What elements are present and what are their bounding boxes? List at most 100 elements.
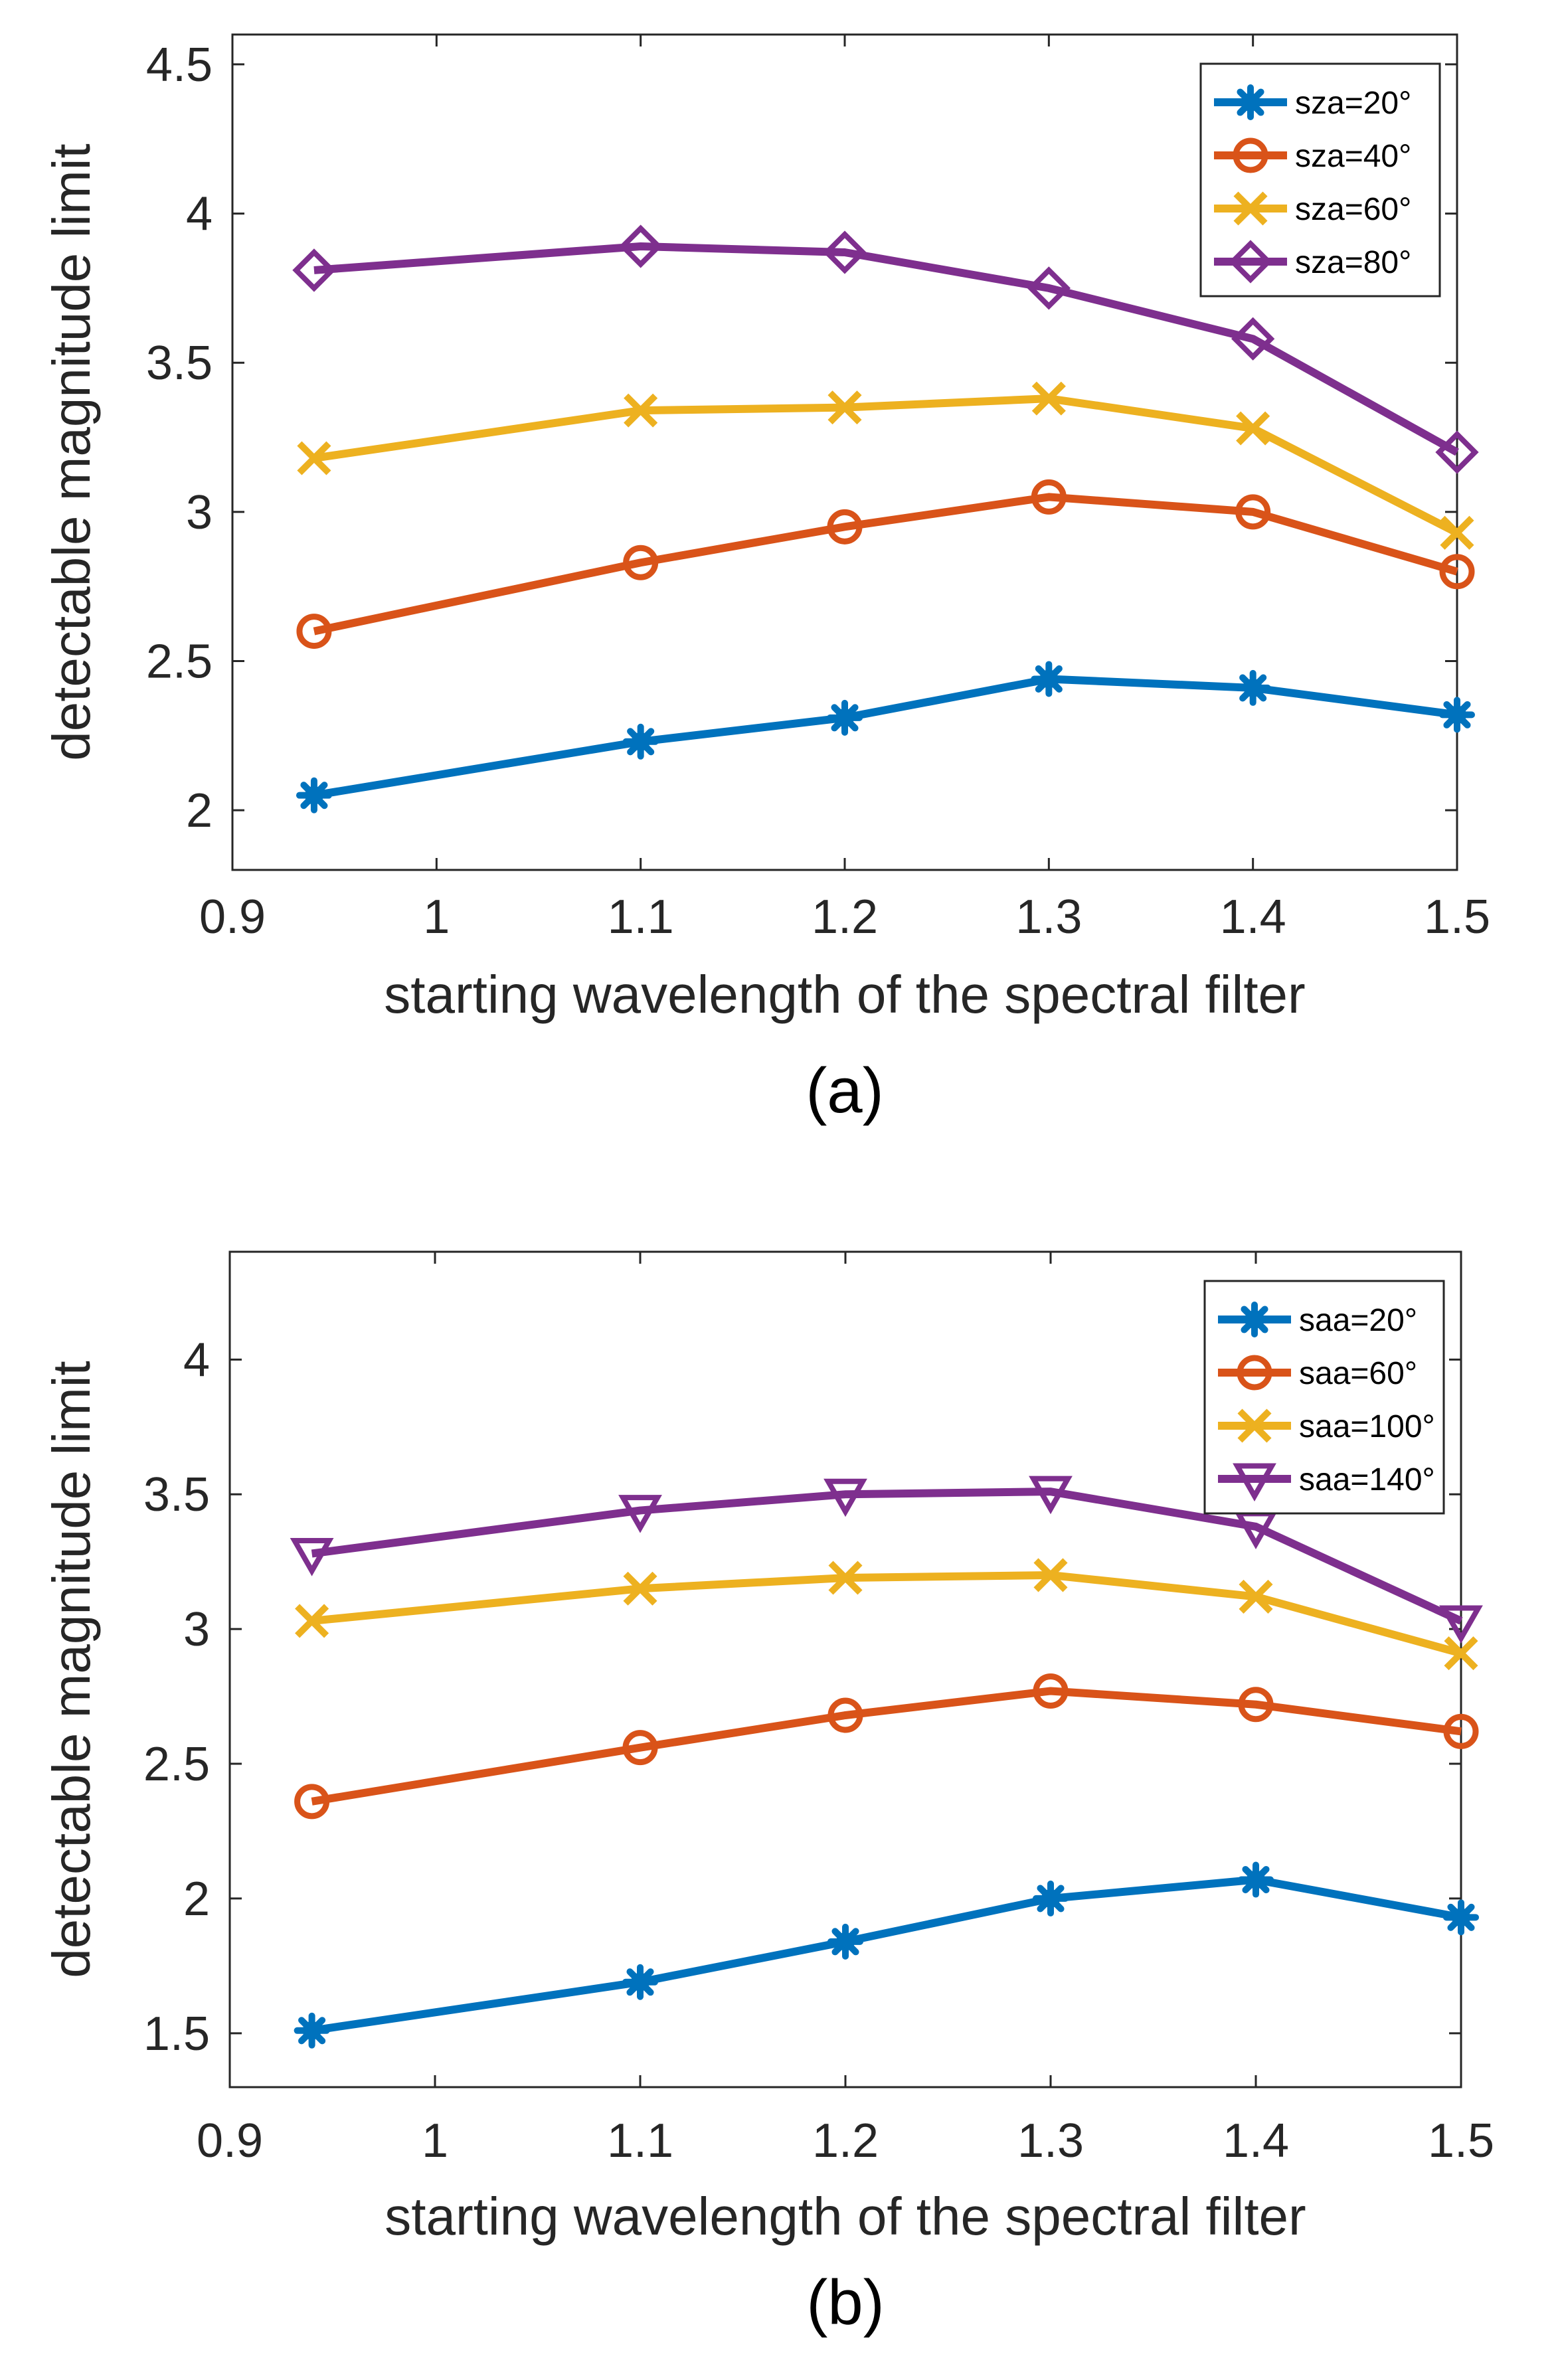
data-point xyxy=(1439,697,1475,733)
y-axis-label: detectable magnitude limit xyxy=(42,143,101,760)
x-tick-label: 1.2 xyxy=(812,2114,879,2168)
y-tick-label: 4 xyxy=(183,1333,210,1387)
data-point xyxy=(1236,411,1270,446)
data-point xyxy=(1029,1476,1073,1515)
data-point xyxy=(1443,1713,1479,1749)
data-point xyxy=(1239,1579,1273,1614)
data-point xyxy=(622,1730,658,1766)
data-point xyxy=(1439,1605,1483,1644)
data-point xyxy=(294,2012,330,2049)
legend-label: sza=20° xyxy=(1295,86,1411,121)
data-point xyxy=(827,509,863,545)
data-point xyxy=(1440,515,1474,550)
legend-entry: saa=140° xyxy=(1218,1462,1435,1502)
legend-swatch-marker xyxy=(1237,1408,1272,1443)
x-tick-label: 0.9 xyxy=(199,891,266,944)
x-tick-label: 1.3 xyxy=(1015,891,1082,944)
panel-label-a: (a) xyxy=(806,1055,883,1126)
series-b-1 xyxy=(294,1861,1479,2049)
data-point xyxy=(1031,479,1067,515)
y-tick-label: 3 xyxy=(183,1603,210,1656)
series-a-1 xyxy=(296,661,1475,813)
data-point xyxy=(623,1571,657,1606)
data-point xyxy=(1238,1687,1274,1723)
y-tick-label: 2.5 xyxy=(143,1738,210,1791)
data-point xyxy=(623,545,659,580)
legend-entry: sza=40° xyxy=(1214,137,1411,174)
data-point xyxy=(1439,554,1475,590)
data-point xyxy=(294,1784,330,1820)
data-point xyxy=(1033,1673,1069,1709)
data-point xyxy=(295,1604,329,1638)
legend-entry: sza=20° xyxy=(1214,84,1411,121)
data-point xyxy=(1031,661,1067,697)
x-tick-label: 1.3 xyxy=(1017,2114,1084,2168)
data-point xyxy=(827,1923,863,1960)
data-point xyxy=(1033,1880,1069,1916)
data-point xyxy=(827,390,862,425)
x-tick-label: 0.9 xyxy=(197,2114,263,2168)
y-tick-label: 2.5 xyxy=(146,636,213,689)
legend-label: sza=80° xyxy=(1295,245,1411,280)
data-point xyxy=(1031,381,1066,416)
series-a-3 xyxy=(297,381,1474,550)
legend-label: saa=100° xyxy=(1299,1409,1435,1444)
data-point xyxy=(827,1697,863,1733)
y-tick-label: 3.5 xyxy=(146,337,213,390)
data-point xyxy=(828,1561,863,1595)
legend-swatch-marker xyxy=(1233,137,1268,173)
legend-entry: saa=60° xyxy=(1218,1355,1417,1391)
x-tick-label: 1.5 xyxy=(1428,2114,1494,2168)
data-point xyxy=(1235,494,1271,530)
legend-entry: saa=100° xyxy=(1218,1408,1435,1444)
legend-swatch-marker xyxy=(1237,1355,1272,1391)
series-line xyxy=(313,394,1459,537)
legend-a: sza=20° sza=40° sza=60° sza=80° xyxy=(1199,62,1441,298)
chart-panel-b: 0.9 1 1.1 1.2 1.3 1.4 1.5 1.5 2 2.5 3 3.5 4 starting … xyxy=(42,1250,1494,2338)
x-tick-label: 1 xyxy=(423,891,450,944)
legend-label: saa=60° xyxy=(1299,1356,1417,1391)
series-line xyxy=(313,242,1459,456)
series-line xyxy=(311,1875,1462,2035)
series-b-2 xyxy=(294,1673,1479,1820)
legend-swatch-marker xyxy=(1229,240,1272,284)
legend-entry: sza=80° xyxy=(1214,240,1411,284)
series-line xyxy=(311,1687,1462,1806)
data-point xyxy=(622,723,659,760)
legend-label: sza=60° xyxy=(1295,192,1411,227)
data-point xyxy=(1443,1899,1479,1936)
data-point xyxy=(290,1538,334,1576)
series-a-4 xyxy=(292,224,1479,474)
series-a-2 xyxy=(296,479,1475,649)
y-tick-label: 4.5 xyxy=(146,39,213,92)
data-point xyxy=(297,441,331,475)
legend-swatch-marker xyxy=(1233,191,1268,226)
y-tick-label: 2 xyxy=(186,784,213,837)
data-point xyxy=(1235,669,1271,706)
data-point xyxy=(1231,317,1275,361)
legend-swatch-marker xyxy=(1233,1463,1276,1502)
x-axis-label: starting wavelength of the spectral filt… xyxy=(384,965,1305,1024)
x-tick-label: 1 xyxy=(422,2114,448,2168)
y-tick-label: 2 xyxy=(183,1873,210,1926)
series-line xyxy=(311,1488,1463,1625)
chart-panel-a: 0.9 1 1.1 1.2 1.3 1.4 1.5 2 2.5 3 3.5 4 4.5 starting … xyxy=(42,33,1490,1126)
legend-b: saa=20° saa=60° saa=100° saa=140° xyxy=(1203,1280,1445,1515)
y-tick-label: 4 xyxy=(186,188,213,241)
x-tick-label: 1.5 xyxy=(1424,891,1490,944)
series-line xyxy=(311,1571,1462,1658)
data-point xyxy=(618,1495,662,1533)
data-point xyxy=(823,230,867,274)
data-point xyxy=(827,699,863,736)
y-tick-label: 3.5 xyxy=(143,1468,210,1521)
data-point xyxy=(823,1478,867,1517)
x-tick-label: 1.2 xyxy=(812,891,878,944)
legend-entry: saa=20° xyxy=(1218,1302,1417,1338)
panel-label-b: (b) xyxy=(806,2267,884,2338)
x-tick-label: 1.4 xyxy=(1223,2114,1289,2168)
series-line xyxy=(313,493,1458,636)
data-point xyxy=(1027,266,1071,310)
data-point xyxy=(1435,430,1479,474)
legend-swatch-marker xyxy=(1237,1302,1272,1337)
